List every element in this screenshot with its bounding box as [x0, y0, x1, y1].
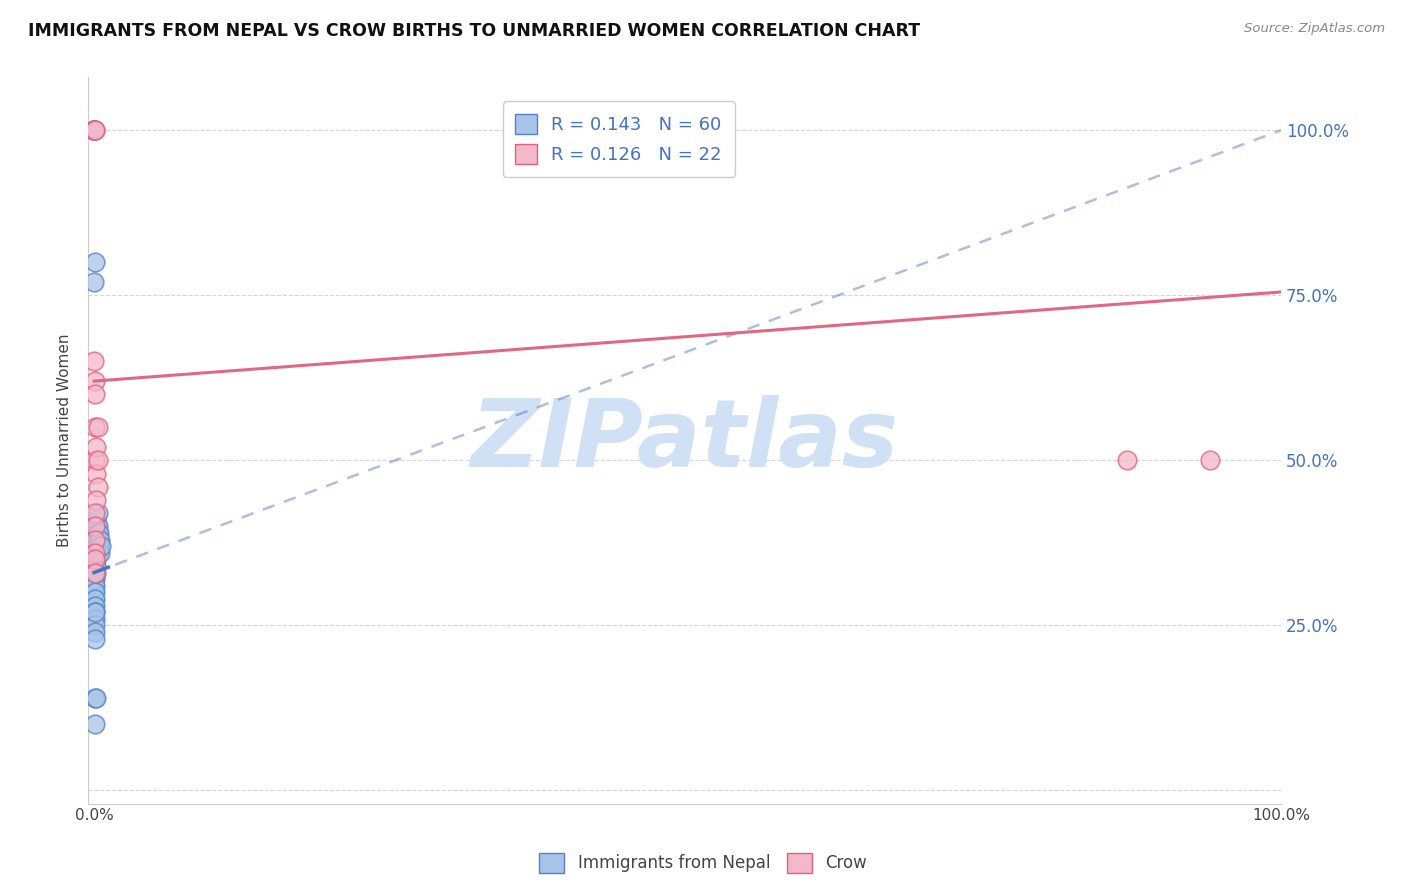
Y-axis label: Births to Unmarried Women: Births to Unmarried Women	[58, 334, 72, 548]
Point	[83, 558, 105, 573]
Point	[83, 123, 105, 137]
Point	[83, 566, 105, 580]
Text: IMMIGRANTS FROM NEPAL VS CROW BIRTHS TO UNMARRIED WOMEN CORRELATION CHART: IMMIGRANTS FROM NEPAL VS CROW BIRTHS TO …	[28, 22, 921, 40]
Point	[84, 552, 107, 566]
Point	[84, 599, 107, 613]
Legend: R = 0.143   N = 60, R = 0.126   N = 22: R = 0.143 N = 60, R = 0.126 N = 22	[503, 101, 734, 177]
Text: ZIPatlas: ZIPatlas	[471, 394, 898, 486]
Point	[84, 618, 107, 632]
Point	[84, 558, 107, 573]
Point	[86, 453, 108, 467]
Point	[87, 539, 110, 553]
Point	[87, 533, 110, 547]
Point	[84, 612, 107, 626]
Point	[84, 519, 107, 533]
Point	[84, 591, 107, 606]
Point	[84, 546, 107, 560]
Point	[84, 552, 107, 566]
Point	[84, 691, 107, 706]
Point	[84, 533, 107, 547]
Point	[84, 123, 107, 137]
Point	[1198, 453, 1220, 467]
Point	[83, 591, 105, 606]
Point	[84, 572, 107, 586]
Point	[86, 519, 108, 533]
Point	[86, 539, 108, 553]
Point	[86, 566, 108, 580]
Point	[84, 420, 107, 434]
Text: Source: ZipAtlas.com: Source: ZipAtlas.com	[1244, 22, 1385, 36]
Point	[86, 519, 108, 533]
Point	[89, 546, 111, 560]
Point	[86, 467, 108, 481]
Legend: Immigrants from Nepal, Crow: Immigrants from Nepal, Crow	[533, 847, 873, 880]
Point	[90, 539, 112, 553]
Point	[86, 440, 108, 454]
Point	[84, 453, 107, 467]
Point	[83, 123, 105, 137]
Point	[83, 585, 105, 599]
Point	[83, 123, 105, 137]
Point	[84, 605, 107, 619]
Point	[84, 566, 107, 580]
Point	[83, 354, 105, 368]
Point	[87, 525, 110, 540]
Point	[83, 579, 105, 593]
Point	[89, 533, 111, 547]
Point	[86, 691, 108, 706]
Point	[84, 506, 107, 520]
Point	[84, 624, 107, 639]
Point	[83, 599, 105, 613]
Point	[84, 605, 107, 619]
Point	[86, 546, 108, 560]
Point	[86, 546, 108, 560]
Point	[83, 552, 105, 566]
Point	[84, 632, 107, 646]
Point	[83, 539, 105, 553]
Point	[83, 546, 105, 560]
Point	[84, 585, 107, 599]
Point	[84, 533, 107, 547]
Point	[84, 374, 107, 388]
Point	[86, 533, 108, 547]
Point	[84, 519, 107, 533]
Point	[84, 539, 107, 553]
Point	[86, 558, 108, 573]
Point	[86, 492, 108, 507]
Point	[84, 255, 107, 269]
Point	[84, 525, 107, 540]
Point	[83, 275, 105, 289]
Point	[1115, 453, 1137, 467]
Point	[84, 579, 107, 593]
Point	[83, 123, 105, 137]
Point	[86, 506, 108, 520]
Point	[83, 572, 105, 586]
Point	[86, 525, 108, 540]
Point	[86, 539, 108, 553]
Point	[86, 513, 108, 527]
Point	[83, 123, 105, 137]
Point	[86, 480, 108, 494]
Point	[86, 525, 108, 540]
Point	[86, 420, 108, 434]
Point	[84, 546, 107, 560]
Point	[86, 533, 108, 547]
Point	[84, 123, 107, 137]
Point	[84, 387, 107, 401]
Point	[83, 533, 105, 547]
Point	[86, 552, 108, 566]
Point	[84, 566, 107, 580]
Point	[84, 717, 107, 731]
